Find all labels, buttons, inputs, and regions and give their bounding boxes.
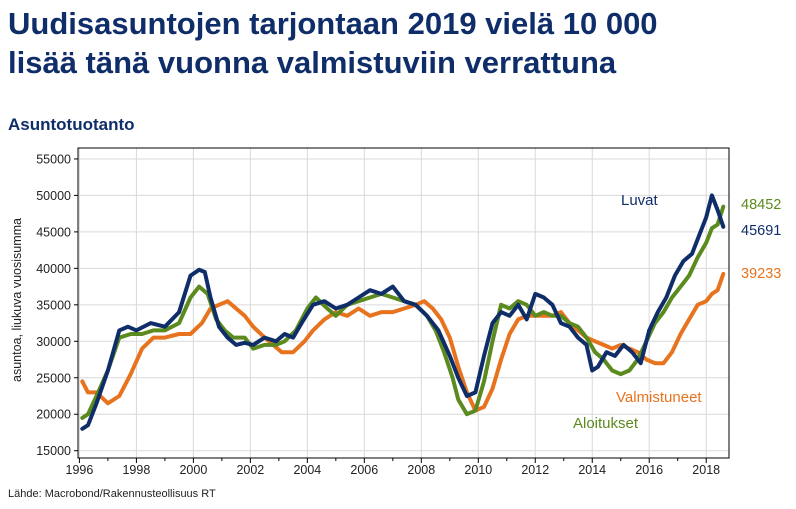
x-tick-label: 2014 [578,463,606,477]
section-title: Asuntotuotanto [8,115,135,134]
chart-labels: Luvat 45691 Aloitukset 48452 Valmistuneet 392… [573,192,781,432]
y-tick-label: 15000 [36,444,71,458]
headline: Uudisasuntojen tarjontaan 2019 vielä 10 … [8,4,788,82]
y-tick-label: 35000 [36,298,71,312]
x-tick-label: 1996 [66,463,94,477]
source-note: Lähde: Macrobond/Rakennusteollisuus RT [8,488,216,500]
series-line-valmistuneet [80,271,726,413]
x-tick-label: 2016 [635,463,663,477]
series-label-valmistuneet: Valmistuneet [616,389,702,406]
series-line-aloitukset [80,204,726,420]
x-tick-label: 2002 [236,463,264,477]
x-tick-label: 2006 [350,463,378,477]
x-tick-label: 2004 [293,463,321,477]
series-label-aloitukset: Aloitukset [573,415,639,432]
plot-frame [77,147,730,459]
end-value-aloitukset: 48452 [741,197,781,213]
y-tick-label: 30000 [36,335,71,349]
headline-line-1: Uudisasuntojen tarjontaan 2019 vielä 10 … [8,6,658,41]
x-tick-label: 1998 [122,463,150,477]
x-tick-label: 2012 [521,463,549,477]
y-tick-label: 45000 [36,225,71,239]
y-tick-label: 55000 [36,152,71,166]
end-value-valmistuneet: 39233 [741,266,781,282]
x-tick-label: 2010 [464,463,492,477]
x-tick-label: 2018 [692,463,720,477]
y-tick-label: 20000 [36,408,71,422]
y-axis-label: asuntoa, liukuva vuosisumma [10,218,24,382]
series-label-luvat: Luvat [621,192,659,209]
end-value-luvat: 45691 [741,223,781,239]
y-tick-label: 40000 [36,262,71,276]
headline-line-2: lisää tänä vuonna valmistuviin verrattun… [8,45,617,80]
chart-axes: 15000 20000 25000 30000 35000 40000 45000 50000… [36,152,720,477]
x-tick-label: 2000 [179,463,207,477]
y-tick-label: 25000 [36,371,71,385]
x-tick-label: 2008 [407,463,435,477]
y-tick-label: 50000 [36,189,71,203]
chart-series [80,193,726,431]
series-line-luvat [80,193,726,431]
